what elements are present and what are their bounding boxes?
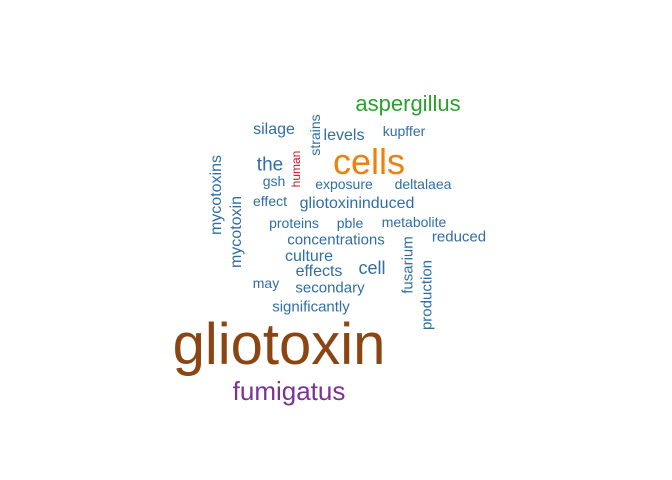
word-gliotoxininduced: gliotoxininduced — [299, 195, 415, 212]
word-aspergillus: aspergillus — [355, 91, 461, 116]
word-effects: effects — [295, 263, 343, 280]
word-secondary: secondary — [295, 279, 365, 297]
word-effect: effect — [253, 193, 287, 209]
word-gsh: gsh — [262, 173, 286, 189]
word-the: the — [256, 154, 284, 176]
word-human: human — [289, 150, 303, 188]
word-mycotoxin: mycotoxin — [228, 195, 245, 269]
word-proteins: proteins — [269, 215, 319, 231]
word-cell: cell — [358, 258, 386, 278]
word-strains: strains — [307, 114, 323, 156]
word-deltalaea: deltalaea — [394, 176, 452, 192]
word-mycotoxins: mycotoxins — [208, 154, 225, 236]
word-gliotoxin: gliotoxin — [172, 312, 386, 377]
word-pble: pble — [336, 215, 364, 231]
word-metabolite: metabolite — [381, 214, 447, 230]
word-fumigatus: fumigatus — [232, 376, 346, 406]
word-cells: cells — [332, 141, 406, 182]
word-levels: levels — [323, 127, 365, 144]
word-culture: culture — [284, 248, 334, 265]
word-significantly: significantly — [272, 298, 350, 316]
word-reduced: reduced — [431, 228, 487, 246]
word-concentrations: concentrations — [287, 231, 385, 249]
word-fusarium: fusarium — [399, 236, 417, 294]
word-may: may — [252, 275, 280, 291]
word-exposure: exposure — [315, 176, 373, 192]
word-silage: silage — [253, 121, 295, 138]
word-kupffer: kupffer — [382, 123, 426, 139]
word-production: production — [418, 259, 436, 331]
